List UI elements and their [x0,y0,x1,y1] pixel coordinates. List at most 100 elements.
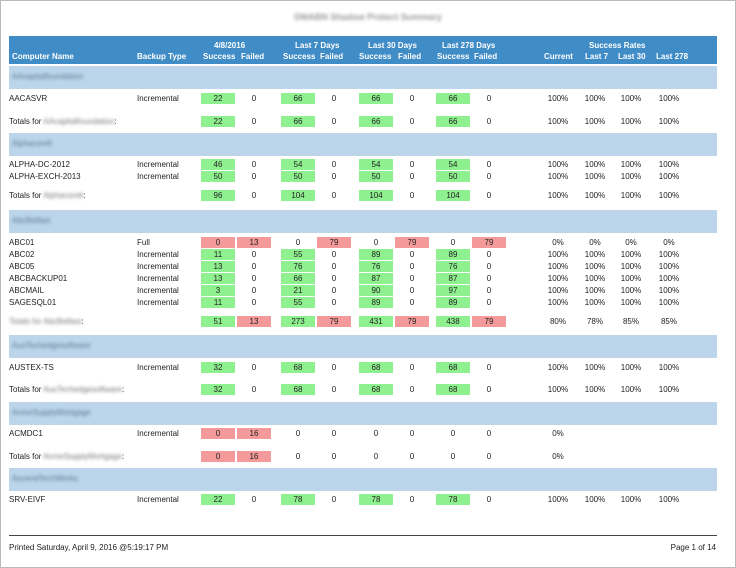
success-count-3: 90 [359,285,393,296]
success-rate-current: 100% [547,250,569,259]
success-count-3: 89 [359,249,393,260]
group-name: AbcBelfast [12,216,51,225]
success-count-2: 55 [281,297,315,308]
backup-type: Incremental [137,363,179,372]
success-count-1: 50 [201,171,235,182]
failed-count-4: 0 [486,274,492,283]
failed-count-1: 0 [251,160,257,169]
success-rate-current: 0% [552,452,564,461]
failed-count-3: 0 [409,172,415,181]
success-count-4: 78 [436,494,470,505]
group-band: AbcBelfast [9,210,717,233]
computer-name: ABCMAIL [9,286,45,295]
success-rate-last30: 100% [620,191,642,200]
failed-count-2: 0 [331,262,337,271]
success-count-1: 0 [201,428,235,439]
failed-count-1: 0 [251,250,257,259]
failed-count-4: 0 [486,250,492,259]
success-count-3: 89 [359,297,393,308]
failed-count-4: 0 [486,363,492,372]
success-count-4: 97 [436,285,470,296]
success-rate-last278: 100% [658,495,680,504]
computer-name: ALPHA-DC-2012 [9,160,70,169]
header-success-1: Success [203,52,236,61]
failed-count-3: 0 [409,94,415,103]
failed-count-4: 79 [472,237,506,248]
table-row: SAGESQL01 Incremental 11 0 55 0 89 0 89 0 100% 100%… [9,297,717,308]
success-rate-last7: 100% [584,262,606,271]
success-count-4: 89 [436,249,470,260]
success-count-1: 32 [201,384,235,395]
success-count-4: 438 [436,316,470,327]
success-rate-last7: 100% [584,495,606,504]
failed-count-2: 0 [331,363,337,372]
totals-label: Totals for AusTechedgesoftware: [9,385,124,394]
failed-count-1: 0 [251,117,257,126]
success-rate-last30: 100% [620,94,642,103]
group-band: AcmeSupplyMortgage [9,402,717,425]
success-count-4: 68 [436,362,470,373]
computer-name: SRV-EIVF [9,495,46,504]
failed-count-3: 0 [409,429,415,438]
success-count-3: 0 [373,452,379,461]
totals-row: Totals for AbcBelfast: 51 13 273 79 431 79 438 7… [9,316,717,327]
failed-count-2: 0 [331,452,337,461]
success-rate-last30: 100% [620,495,642,504]
totals-suffix: : [114,117,117,126]
header-period-278: Last 278 Days [442,41,496,50]
header-last278: Last 278 [656,52,689,61]
failed-count-1: 13 [237,316,271,327]
success-count-2: 21 [281,285,315,296]
printed-timestamp: Printed Saturday, April 9, 2016 @5:19:17… [9,543,169,552]
computer-name: ABC05 [9,262,35,271]
failed-count-4: 0 [486,94,492,103]
computer-name: ABC01 [9,238,35,247]
success-count-1: 22 [201,494,235,505]
failed-count-4: 0 [486,298,492,307]
backup-type: Incremental [137,250,179,259]
success-count-1: 11 [201,249,235,260]
header-success-rates: Success Rates [589,41,646,50]
success-count-2: 104 [281,190,315,201]
totals-suffix: : [121,385,125,394]
success-count-1: 0 [201,451,235,462]
success-count-1: 13 [201,261,235,272]
header-period-day: 4/8/2016 [214,41,246,50]
failed-count-3: 0 [409,452,415,461]
success-count-2: 50 [281,171,315,182]
success-rate-last278: 100% [658,160,680,169]
success-count-4: 68 [436,384,470,395]
computer-name: ALPHA-EXCH-2013 [9,172,81,181]
failed-count-4: 0 [486,495,492,504]
success-rate-last7: 100% [584,298,606,307]
failed-count-1: 0 [251,363,257,372]
totals-group-name: Totals for AbcBelfast [9,317,82,326]
group-name: AscendTechWorks [12,474,79,483]
failed-count-2: 0 [331,495,337,504]
success-count-4: 87 [436,273,470,284]
success-count-1: 96 [201,190,235,201]
totals-label: Totals for AbcBelfast: [9,317,84,326]
success-count-3: 78 [359,494,393,505]
totals-prefix: Totals for [9,452,44,461]
table-row: ABCMAIL Incremental 3 0 21 0 90 0 97 0 100% 100% 100… [9,285,717,296]
failed-count-2: 79 [317,237,351,248]
totals-row: Totals for AAcapitalfoundation: 22 0 66 0 66 0… [9,116,717,127]
success-count-4: 0 [450,429,456,438]
failed-count-2: 0 [331,117,337,126]
success-rate-current: 100% [547,191,569,200]
totals-label: Totals for AcmeSupplyMortgage: [9,452,124,461]
failed-count-1: 0 [251,286,257,295]
success-count-3: 0 [373,429,379,438]
totals-row: Totals for AcmeSupplyMortgage: 0 16 0 0 0 0 0 0 0… [9,451,717,462]
backup-type: Full [137,238,150,247]
success-rate-last7: 100% [584,274,606,283]
report-title: DMABN Shadow Protect Summary [294,12,442,22]
success-count-2: 0 [295,429,301,438]
backup-type: Incremental [137,160,179,169]
success-count-2: 273 [281,316,315,327]
success-rate-last7: 100% [584,160,606,169]
table-row: ABCBACKUP01 Incremental 13 0 66 0 87 0 87 0 100% 10… [9,273,717,284]
success-count-4: 66 [436,116,470,127]
header-backup-type: Backup Type [137,52,187,61]
